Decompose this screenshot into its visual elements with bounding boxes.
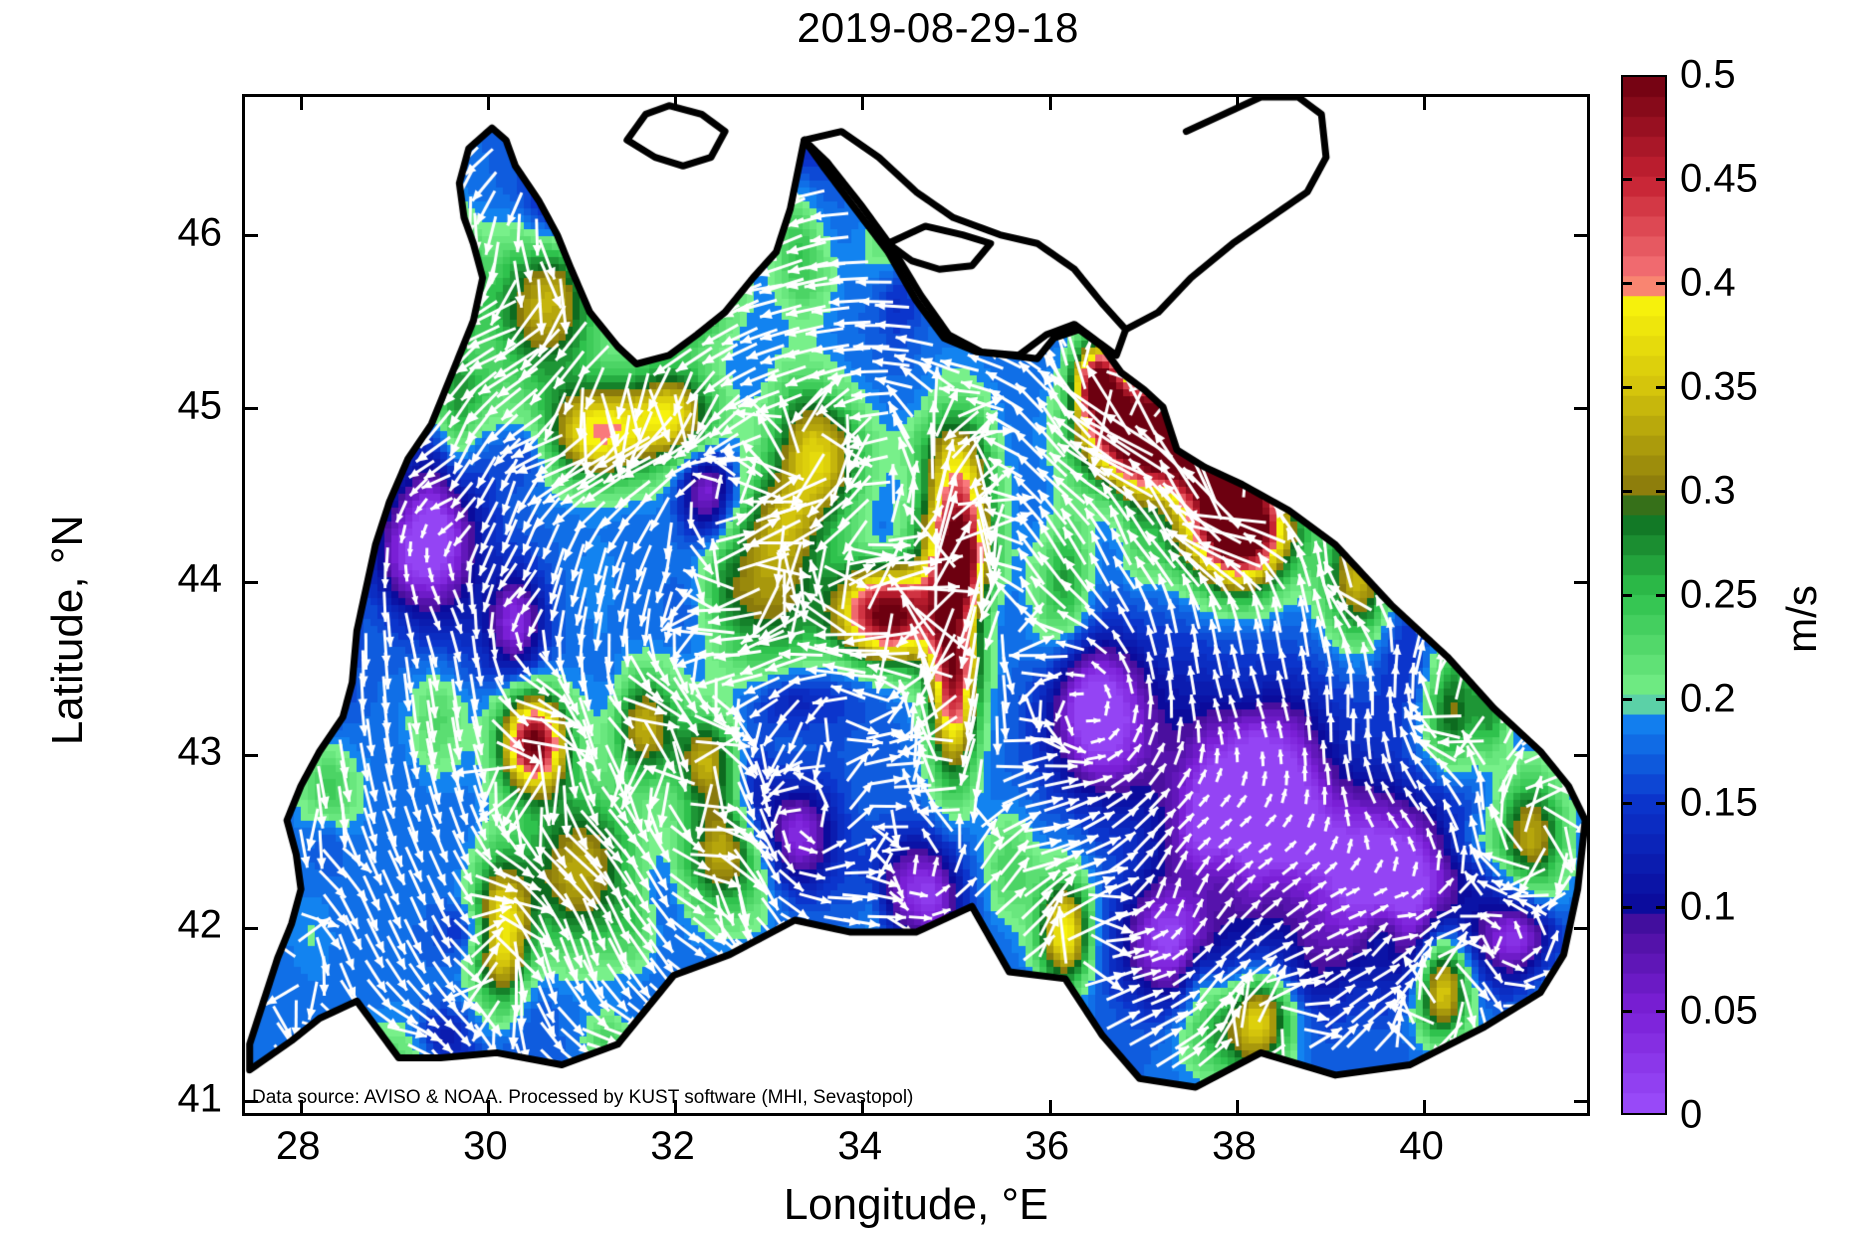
x-tick-mark — [1048, 97, 1052, 110]
colorbar-tick-label: 0.5 — [1680, 52, 1736, 97]
colorbar-tick-label: 0 — [1680, 1092, 1703, 1137]
colorbar-tick-mark — [1656, 177, 1667, 181]
colorbar-tick-mark — [1621, 385, 1632, 389]
y-tick-mark — [245, 753, 258, 757]
colorbar-tick-mark — [1621, 801, 1632, 805]
colorbar-tick-mark — [1621, 905, 1632, 909]
x-tick-mark — [486, 97, 490, 110]
y-tick-mark — [245, 234, 258, 238]
x-tick-mark — [1235, 97, 1239, 110]
colorbar-tick-mark — [1621, 177, 1632, 181]
y-tick-mark — [245, 1100, 258, 1104]
colorbar-tick-mark — [1621, 489, 1632, 493]
y-tick-mark — [245, 580, 258, 584]
x-tick-label: 36 — [1024, 1124, 1070, 1168]
colorbar-tick-mark — [1656, 1009, 1667, 1013]
figure-title: 2019-08-29-18 — [796, 4, 1080, 51]
colorbar-tick-label: 0.15 — [1680, 780, 1758, 825]
x-tick-label: 28 — [275, 1124, 321, 1168]
y-tick-mark — [1574, 234, 1587, 238]
x-tick-mark — [299, 97, 303, 110]
colorbar-tick-mark — [1621, 697, 1632, 701]
x-tick-label: 40 — [1399, 1124, 1444, 1168]
x-axis-title: Longitude, °E — [783, 1180, 1049, 1229]
colorbar-tick-label: 0.1 — [1680, 884, 1736, 929]
y-tick-label: 44 — [177, 556, 223, 601]
y-tick-label: 41 — [177, 1076, 223, 1121]
colorbar-tick-mark — [1656, 801, 1667, 805]
y-tick-mark — [1574, 407, 1587, 411]
x-tick-mark — [1235, 1100, 1239, 1113]
x-tick-label: 34 — [837, 1124, 883, 1168]
colorbar-tick-label: 0.05 — [1680, 988, 1758, 1033]
x-tick-mark — [299, 1100, 303, 1113]
y-tick-label: 45 — [177, 383, 223, 428]
colorbar-tick-label: 0.4 — [1680, 260, 1736, 305]
colorbar-tick-label: 0.2 — [1680, 676, 1736, 721]
y-tick-mark — [245, 407, 258, 411]
y-tick-label: 46 — [177, 210, 223, 255]
colorbar-tick-mark — [1656, 593, 1667, 597]
y-tick-mark — [1574, 580, 1587, 584]
x-tick-mark — [486, 1100, 490, 1113]
x-tick-mark — [1048, 1100, 1052, 1113]
y-tick-mark — [245, 926, 258, 930]
colorbar-tick-mark — [1656, 489, 1667, 493]
colorbar-tick-mark — [1656, 697, 1667, 701]
x-tick-mark — [861, 97, 865, 110]
colorbar-tick-mark — [1656, 281, 1667, 285]
colorbar-tick-mark — [1656, 905, 1667, 909]
x-tick-mark — [1423, 97, 1426, 110]
colorbar-tick-label: 0.3 — [1680, 468, 1736, 513]
map-axes[interactable] — [242, 94, 1590, 1116]
colorbar-unit-label: m/s — [1777, 585, 1825, 653]
colorbar-tick-label: 0.25 — [1680, 572, 1758, 617]
colorbar-tick-mark — [1621, 1009, 1632, 1013]
x-tick-label: 38 — [1212, 1124, 1257, 1168]
colorbar-tick-mark — [1621, 281, 1632, 285]
y-tick-label: 43 — [177, 729, 223, 774]
y-axis-title: Latitude, °N — [43, 514, 92, 746]
x-tick-mark — [1423, 1100, 1426, 1113]
colorbar-tick-mark — [1621, 593, 1632, 597]
y-tick-mark — [1574, 753, 1587, 757]
y-tick-mark — [1574, 926, 1587, 930]
x-tick-mark — [674, 1100, 678, 1113]
data-source-credit: Data source: AVISO & NOAA. Processed by … — [252, 1087, 914, 1108]
x-tick-label: 32 — [650, 1124, 695, 1168]
colorbar-tick-label: 0.35 — [1680, 364, 1758, 409]
x-tick-mark — [674, 97, 678, 110]
colorbar-tick-mark — [1656, 385, 1667, 389]
colorbar[interactable] — [1621, 75, 1667, 1115]
current-speed-map — [245, 97, 1587, 1113]
colorbar-tick-label: 0.45 — [1680, 156, 1758, 201]
x-tick-label: 30 — [463, 1124, 508, 1168]
y-tick-mark — [1574, 1100, 1587, 1104]
y-tick-label: 42 — [177, 902, 223, 947]
x-tick-mark — [861, 1100, 865, 1113]
